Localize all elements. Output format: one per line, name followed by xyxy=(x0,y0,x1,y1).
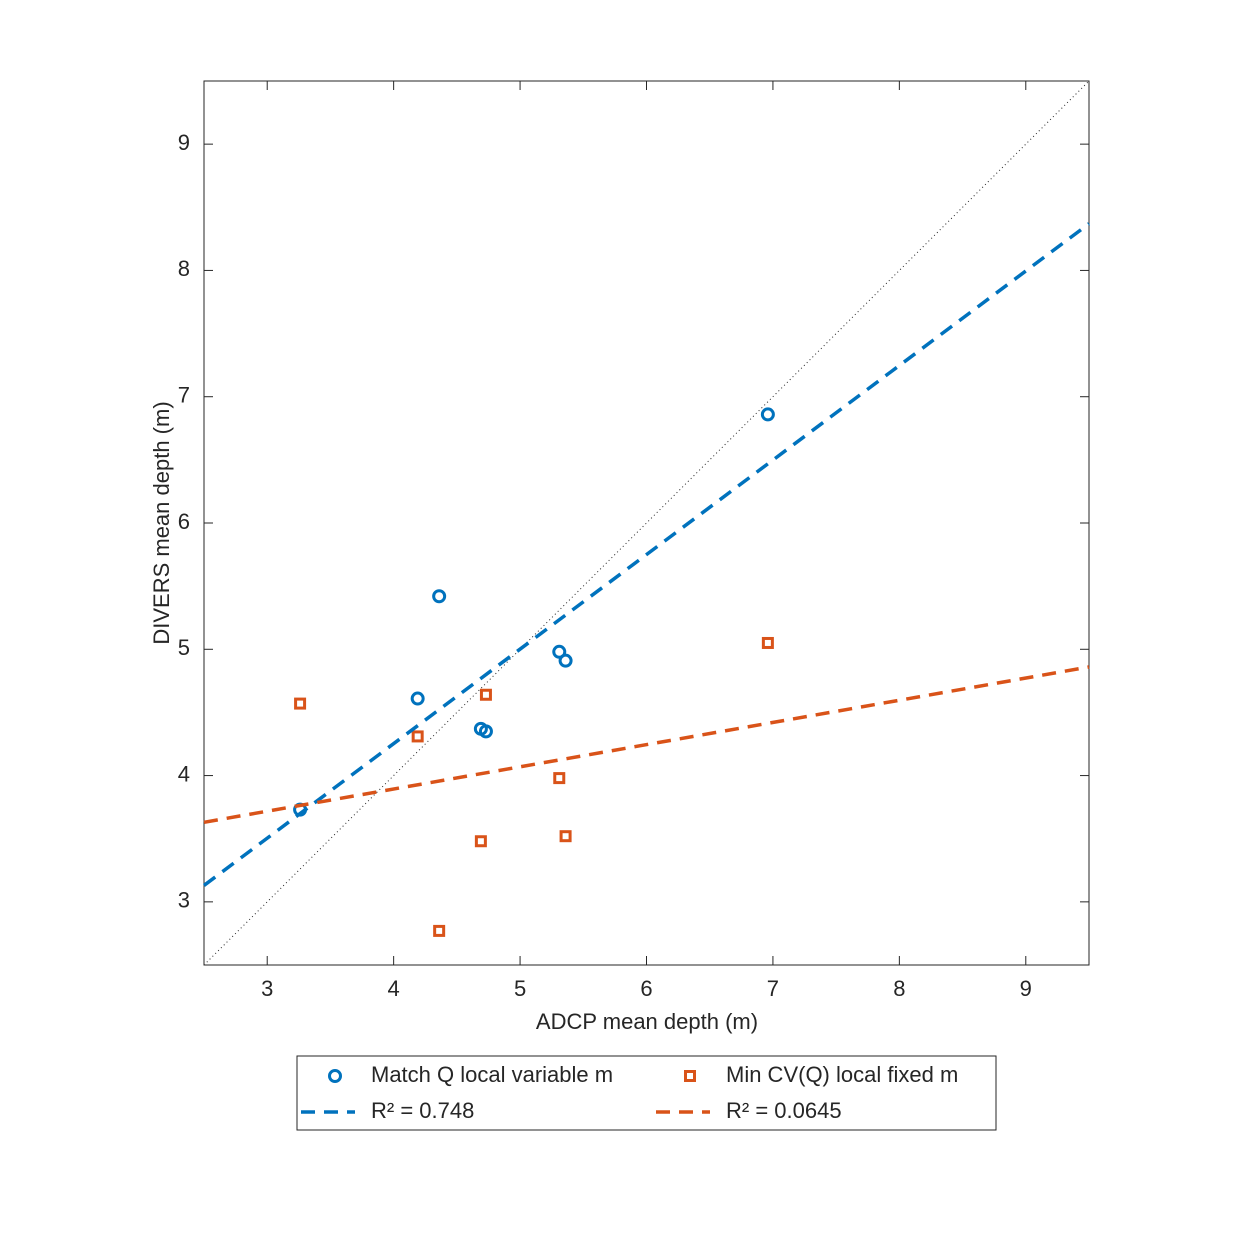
x-tick-label: 3 xyxy=(261,976,273,1001)
x-tick-label: 7 xyxy=(767,976,779,1001)
legend-marker xyxy=(684,1070,696,1082)
x-tick-label: 4 xyxy=(388,976,400,1001)
x-tick-label: 8 xyxy=(893,976,905,1001)
y-axis-label: DIVERS mean depth (m) xyxy=(149,401,174,644)
y-tick-label: 6 xyxy=(178,509,190,534)
legend xyxy=(296,1055,997,1131)
fit-line xyxy=(202,222,1091,887)
legend-label: Min CV(Q) local fixed m xyxy=(726,1062,958,1087)
data-point xyxy=(433,924,446,937)
legend-label: R² = 0.748 xyxy=(371,1098,474,1123)
data-point xyxy=(553,772,566,785)
x-tick-label: 9 xyxy=(1020,976,1032,1001)
fit-line xyxy=(203,665,1090,825)
data-point xyxy=(558,653,573,668)
identity-line xyxy=(203,80,1090,966)
data-point xyxy=(474,835,487,848)
y-tick-label: 3 xyxy=(178,888,190,913)
y-tick-label: 4 xyxy=(178,761,190,786)
data-point xyxy=(294,697,307,710)
data-point xyxy=(552,644,567,659)
x-tick-label: 6 xyxy=(640,976,652,1001)
data-point xyxy=(478,724,493,739)
data-point xyxy=(410,691,425,706)
data-point xyxy=(761,636,774,649)
y-tick-label: 5 xyxy=(178,635,190,660)
x-tick-label: 5 xyxy=(514,976,526,1001)
x-axis-label: ADCP mean depth (m) xyxy=(536,1009,758,1034)
legend-label: Match Q local variable m xyxy=(371,1062,613,1087)
data-point xyxy=(432,589,447,604)
data-point xyxy=(760,407,775,422)
data-point xyxy=(411,730,424,743)
y-tick-label: 8 xyxy=(178,256,190,281)
y-tick-label: 7 xyxy=(178,383,190,408)
legend-label: R² = 0.0645 xyxy=(726,1098,842,1123)
y-tick-label: 9 xyxy=(178,130,190,155)
data-point xyxy=(559,830,572,843)
legend-marker xyxy=(328,1069,342,1083)
data-point xyxy=(479,688,492,701)
